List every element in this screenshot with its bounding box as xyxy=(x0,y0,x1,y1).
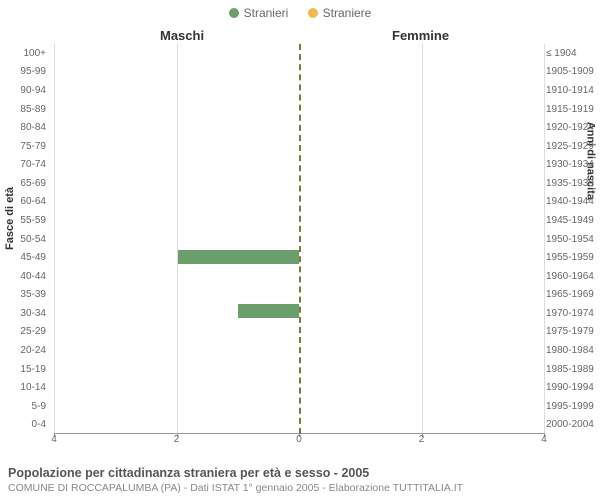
y-label-age: 55-59 xyxy=(0,211,50,230)
y-label-birth: 1920-1924 xyxy=(542,118,600,137)
caption-title: Popolazione per cittadinanza straniera p… xyxy=(8,466,592,480)
y-label-age: 90-94 xyxy=(0,81,50,100)
gridline xyxy=(54,44,55,433)
y-label-age: 60-64 xyxy=(0,193,50,212)
y-label-birth: 1940-1944 xyxy=(542,193,600,212)
caption-subtitle: COMUNE DI ROCCAPALUMBA (PA) - Dati ISTAT… xyxy=(8,482,592,494)
y-label-age: 0-4 xyxy=(0,416,50,435)
panel-title-left: Maschi xyxy=(160,28,204,43)
y-labels-birth: ≤ 19041905-19091910-19141915-19191920-19… xyxy=(542,44,600,434)
panel-title-right: Femmine xyxy=(392,28,449,43)
gridline xyxy=(177,44,178,433)
y-label-birth: 2000-2004 xyxy=(542,416,600,435)
y-labels-age: 100+95-9990-9485-8980-8475-7970-7465-696… xyxy=(0,44,50,434)
y-label-age: 5-9 xyxy=(0,397,50,416)
panel-female xyxy=(299,44,544,434)
x-tick-label: 4 xyxy=(541,434,547,445)
gridline xyxy=(544,44,545,433)
y-label-birth: 1905-1909 xyxy=(542,63,600,82)
legend-swatch-female xyxy=(308,8,318,18)
y-label-birth: 1965-1969 xyxy=(542,286,600,305)
y-label-birth: 1960-1964 xyxy=(542,267,600,286)
y-label-age: 65-69 xyxy=(0,174,50,193)
y-label-age: 95-99 xyxy=(0,63,50,82)
plot-area xyxy=(54,44,544,434)
panel-male xyxy=(54,44,299,434)
caption: Popolazione per cittadinanza straniera p… xyxy=(8,466,592,494)
y-label-birth: 1985-1989 xyxy=(542,360,600,379)
y-label-age: 75-79 xyxy=(0,137,50,156)
x-tick-label: 2 xyxy=(419,434,425,445)
x-labels: 0 2 2 4 4 xyxy=(54,434,544,449)
center-divider xyxy=(299,44,301,434)
y-label-birth: 1990-1994 xyxy=(542,378,600,397)
y-label-age: 85-89 xyxy=(0,100,50,119)
y-label-age: 15-19 xyxy=(0,360,50,379)
y-label-birth: 1945-1949 xyxy=(542,211,600,230)
y-label-birth: 1935-1939 xyxy=(542,174,600,193)
y-label-birth: 1955-1959 xyxy=(542,248,600,267)
y-label-age: 35-39 xyxy=(0,286,50,305)
y-label-birth: 1925-1929 xyxy=(542,137,600,156)
x-tick-label: 4 xyxy=(51,434,57,445)
y-label-age: 10-14 xyxy=(0,378,50,397)
y-label-age: 100+ xyxy=(0,44,50,63)
legend-label-male: Stranieri xyxy=(244,6,289,20)
gridline xyxy=(422,44,423,433)
x-tick-label: 2 xyxy=(174,434,180,445)
y-label-age: 70-74 xyxy=(0,155,50,174)
y-label-age: 50-54 xyxy=(0,230,50,249)
y-label-birth: ≤ 1904 xyxy=(542,44,600,63)
y-label-age: 80-84 xyxy=(0,118,50,137)
y-label-birth: 1915-1919 xyxy=(542,100,600,119)
y-label-birth: 1980-1984 xyxy=(542,341,600,360)
y-label-age: 25-29 xyxy=(0,323,50,342)
y-label-age: 30-34 xyxy=(0,304,50,323)
y-label-birth: 1910-1914 xyxy=(542,81,600,100)
y-label-age: 40-44 xyxy=(0,267,50,286)
y-label-birth: 1975-1979 xyxy=(542,323,600,342)
bar xyxy=(177,250,300,264)
y-label-birth: 1950-1954 xyxy=(542,230,600,249)
legend-swatch-male xyxy=(229,8,239,18)
legend: Stranieri Straniere xyxy=(0,6,600,21)
legend-item-male: Stranieri xyxy=(229,6,289,20)
legend-item-female: Straniere xyxy=(308,6,372,20)
bar xyxy=(238,304,299,318)
y-label-age: 20-24 xyxy=(0,341,50,360)
y-label-age: 45-49 xyxy=(0,248,50,267)
y-label-birth: 1970-1974 xyxy=(542,304,600,323)
y-label-birth: 1995-1999 xyxy=(542,397,600,416)
y-label-birth: 1930-1934 xyxy=(542,155,600,174)
x-tick-label: 0 xyxy=(296,434,302,445)
legend-label-female: Straniere xyxy=(323,6,372,20)
